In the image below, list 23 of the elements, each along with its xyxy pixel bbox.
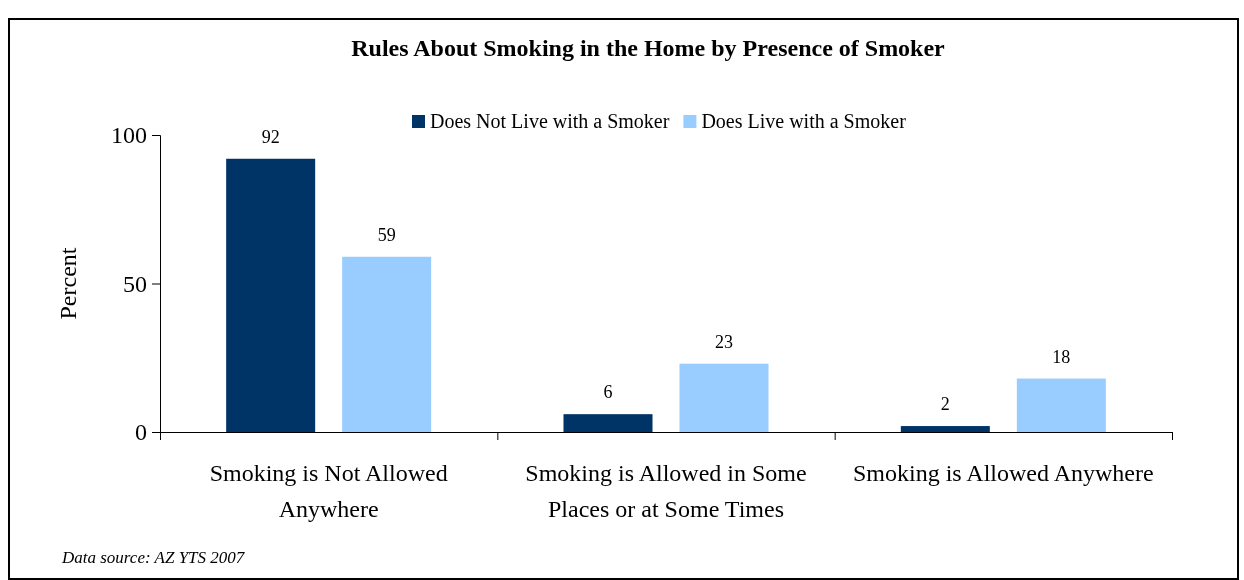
data-label: 23 — [715, 331, 733, 352]
chart-title: Rules About Smoking in the Home by Presence of Smoker — [351, 35, 946, 61]
bar — [679, 363, 769, 432]
x-tick-label: Smoking is Not Allowed Anywhere — [209, 460, 448, 522]
bar — [900, 426, 990, 432]
bar — [226, 158, 316, 432]
data-label: 18 — [1052, 346, 1071, 367]
x-tick-label: Smoking is Allowed Anywhere — [853, 460, 1154, 486]
data-label: 6 — [603, 382, 613, 403]
y-tick-label: 50 — [123, 270, 147, 297]
legend-label: Does Live with a Smoker — [701, 110, 907, 132]
y-axis-title: Percent — [55, 247, 81, 320]
y-tick-label: 0 — [135, 419, 147, 446]
data-label: 2 — [940, 394, 950, 415]
y-tick-label: 100 — [111, 122, 147, 149]
bar — [563, 414, 653, 432]
bar — [342, 256, 432, 432]
bar — [1016, 378, 1106, 432]
data-label: 92 — [261, 126, 280, 147]
x-tick-label: Smoking is Allowed in Some Places or at Some Times — [525, 460, 807, 522]
source-note: Data source: AZ YTS 2007 — [61, 548, 246, 567]
legend-label: Does Not Live with a Smoker — [430, 110, 670, 132]
data-label: 59 — [377, 224, 396, 245]
